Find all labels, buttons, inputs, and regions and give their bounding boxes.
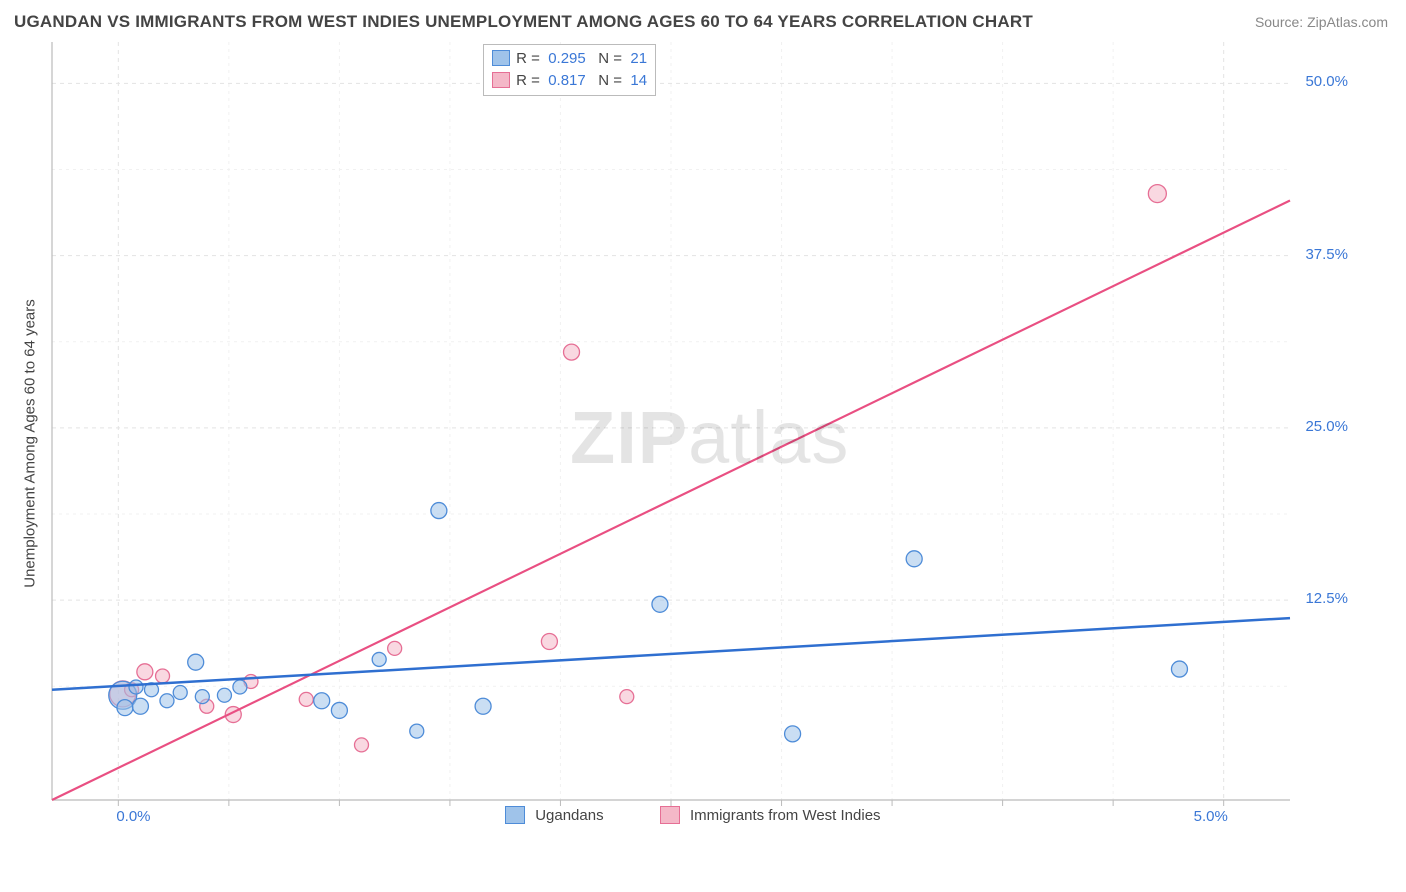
legend-item-ugandans: Ugandans bbox=[505, 806, 603, 824]
legend-stats-box: R = 0.295 N = 21 R = 0.817 N = 14 bbox=[483, 44, 656, 96]
legend-stats-row: R = 0.817 N = 14 bbox=[492, 69, 647, 91]
y-tick-label: 37.5% bbox=[1305, 246, 1348, 263]
y-tick-label: 12.5% bbox=[1305, 590, 1348, 607]
chart-title: UGANDAN VS IMMIGRANTS FROM WEST INDIES U… bbox=[14, 12, 1033, 32]
scatter-plot-svg bbox=[50, 40, 1350, 830]
legend-stats-row: R = 0.295 N = 21 bbox=[492, 47, 647, 69]
legend-swatch bbox=[492, 50, 510, 66]
legend-swatch bbox=[660, 806, 680, 824]
y-tick-label: 50.0% bbox=[1305, 73, 1348, 90]
x-tick-label: 0.0% bbox=[116, 808, 150, 825]
y-tick-label: 25.0% bbox=[1305, 418, 1348, 435]
plot-area: Unemployment Among Ages 60 to 64 years Z… bbox=[50, 40, 1350, 830]
legend-item-west-indies: Immigrants from West Indies bbox=[660, 806, 881, 824]
source-attribution: Source: ZipAtlas.com bbox=[1255, 14, 1388, 30]
legend-swatch bbox=[505, 806, 525, 824]
x-tick-label: 5.0% bbox=[1194, 808, 1228, 825]
legend-stats-text: R = 0.295 N = 21 bbox=[516, 50, 647, 67]
legend-series-label: Immigrants from West Indies bbox=[690, 807, 881, 824]
legend-swatch bbox=[492, 72, 510, 88]
legend-stats-text: R = 0.817 N = 14 bbox=[516, 72, 647, 89]
y-axis-label: Unemployment Among Ages 60 to 64 years bbox=[22, 299, 39, 588]
legend-series-label: Ugandans bbox=[535, 807, 603, 824]
